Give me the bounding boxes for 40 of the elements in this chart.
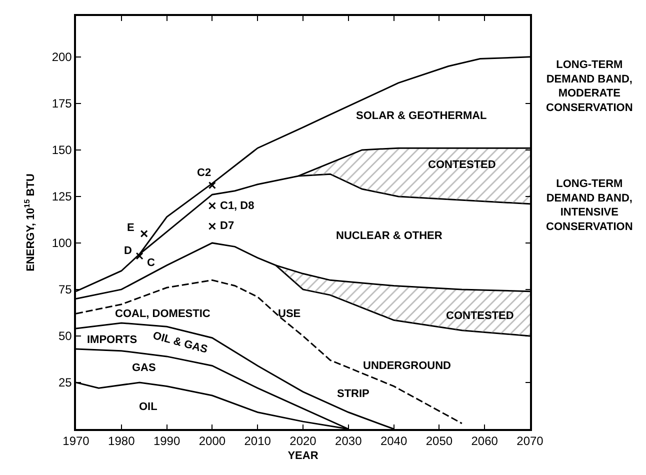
y-tick-label: 25 [58,376,72,390]
x-tick-label: 1990 [153,434,180,448]
annotation: SOLAR & GEOTHERMAL [356,110,488,122]
y-tick-label: 175 [52,96,72,111]
text: LONG-TERM DEMAND BAND, INTENSIVE CONSERVATION [546,178,633,233]
x-tick-label: 2040 [380,434,408,448]
x-axis-title: YEAR [288,450,318,462]
annotation: E [127,222,134,234]
x-tick-label: 2030 [335,434,362,448]
annotation: GAS [132,362,156,374]
y-tick-label: 50 [58,329,72,344]
annotation: D [124,245,132,257]
annotation: UNDERGROUND [363,360,452,372]
annotation: C [147,257,155,269]
y-tick-label: 125 [52,190,72,204]
annotation: IMPORTS [87,334,138,346]
annotation: CONTESTED [446,310,514,322]
x-tick-label: 1970 [62,434,90,448]
annotation: CONTESTED [428,159,496,171]
x-tick-label: 2060 [471,434,498,448]
text: LONG-TERM DEMAND BAND, MODERATE CONSERVATION [546,59,633,114]
annotation: STRIP [337,388,370,400]
annotation: NUCLEAR & OTHER [336,230,442,242]
annotation: OIL & GAS [152,330,209,356]
y-tick-label: 75 [58,282,72,297]
annotation: C2 [197,167,212,179]
annotation: C1, D8 [220,200,254,212]
x-tick-label: 2070 [516,434,544,448]
x-tick-label: 2020 [290,434,317,448]
y-tick-label: 200 [52,50,72,64]
y-tick-label: 150 [52,143,72,158]
annotation: OIL [139,401,158,413]
x-tick-label: 2050 [426,434,453,448]
x-tick-label: 2000 [198,434,226,448]
annotation: COAL, DOMESTIC [115,308,210,320]
y-tick-label: 100 [52,236,72,250]
annotation: USE [278,308,301,320]
x-tick-label: 2010 [244,434,272,448]
x-tick-label: 1980 [108,434,136,448]
annotation: D7 [220,220,234,232]
